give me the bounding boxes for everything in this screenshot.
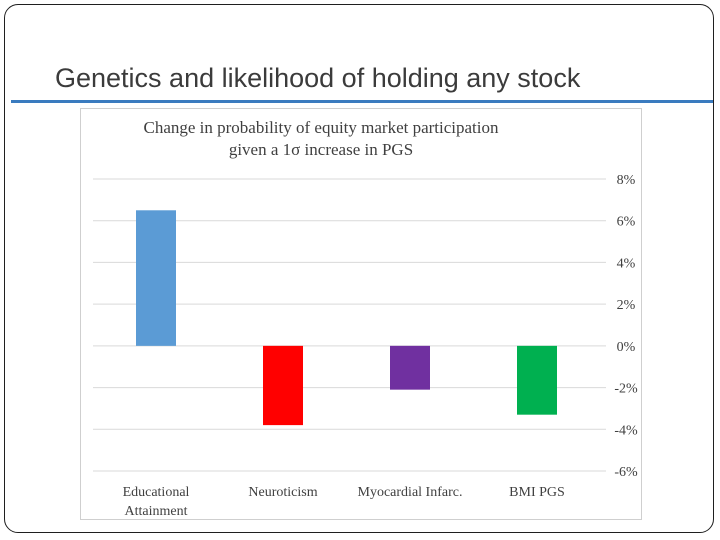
x-axis-ticks: Educational Attainment Neuroticism Myocardi… — [123, 485, 565, 519]
slide-title: Genetics and likelihood of holding any s… — [55, 63, 581, 93]
y-tick-label: 4% — [617, 256, 636, 271]
chart-frame: Change in probability of equity market p… — [80, 108, 642, 520]
x-tick-label: Educational — [123, 485, 190, 500]
chart-title: Change in probability of equity market p… — [143, 118, 499, 159]
y-axis-ticks: 8% 6% 4% 2% 0% -2% -4% -6% — [614, 173, 638, 480]
gridlines — [93, 178, 606, 472]
chart-title-line-1: Change in probability of equity market p… — [143, 118, 499, 137]
y-tick-label: -4% — [614, 423, 638, 438]
y-tick-label: 8% — [617, 173, 636, 188]
bar — [390, 345, 430, 390]
y-tick-label: 2% — [617, 298, 636, 313]
chart-title-line-2: given a 1σ increase in PGS — [229, 140, 413, 159]
y-tick-label: -6% — [614, 465, 638, 480]
x-tick-label: BMI PGS — [509, 485, 565, 500]
title-divider — [11, 100, 713, 103]
y-tick-label: 0% — [617, 340, 636, 355]
x-tick-label: Neuroticism — [248, 485, 317, 500]
y-tick-label: 6% — [617, 215, 636, 230]
bar — [136, 210, 176, 346]
bars — [136, 210, 557, 426]
bar — [263, 345, 303, 426]
y-tick-label: -2% — [614, 382, 638, 397]
x-tick-label: Attainment — [125, 504, 188, 519]
bar — [517, 345, 557, 415]
x-tick-label: Myocardial Infarc. — [358, 485, 463, 500]
slide: Genetics and likelihood of holding any s… — [4, 4, 714, 533]
equity-participation-chart: Change in probability of equity market p… — [93, 118, 638, 519]
